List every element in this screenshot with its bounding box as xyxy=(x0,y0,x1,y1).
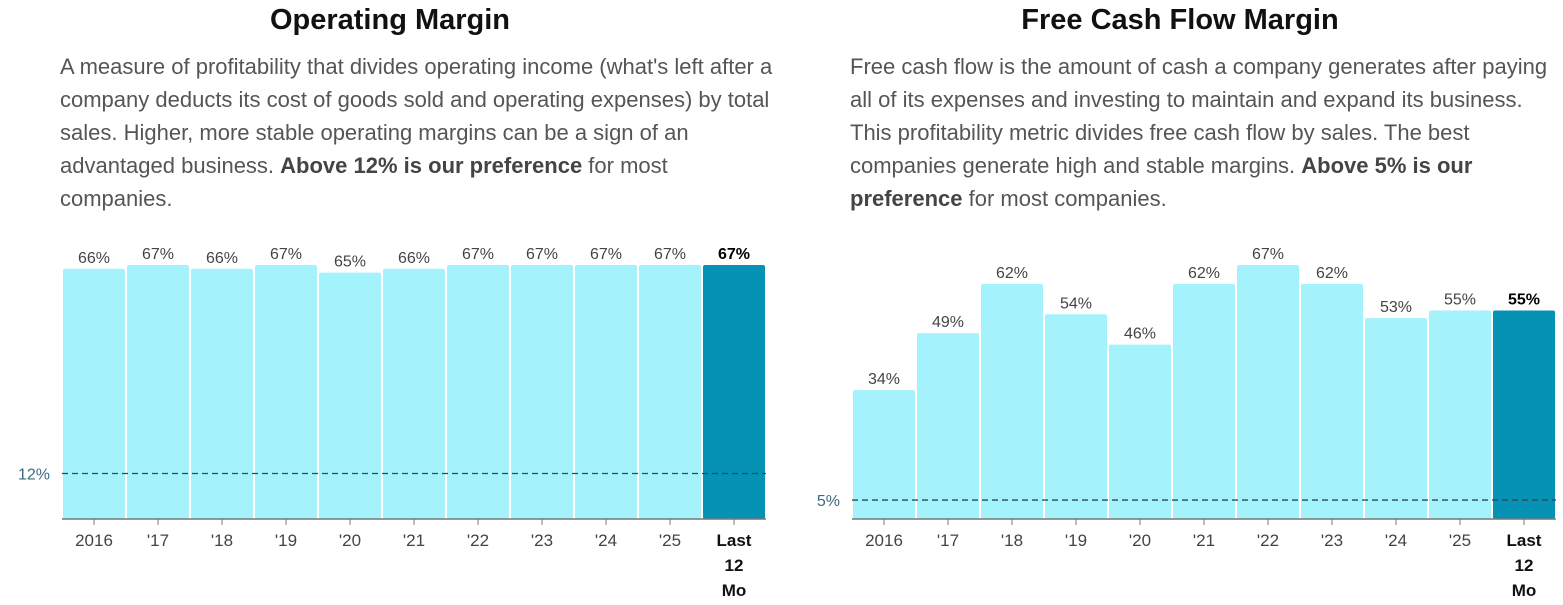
x-tick-label: '24 xyxy=(1385,531,1407,550)
x-tick-label: '25 xyxy=(659,531,681,550)
data-label: 62% xyxy=(1316,265,1348,282)
bar--24 xyxy=(1365,318,1427,519)
data-label: 34% xyxy=(868,371,900,388)
x-tick-label: '19 xyxy=(1065,531,1087,550)
data-label: 67% xyxy=(462,246,494,263)
data-label: 54% xyxy=(1060,295,1092,312)
description-preference: Above 5% is our preference xyxy=(850,153,1473,211)
bar--25 xyxy=(1429,310,1491,519)
data-label: 67% xyxy=(142,246,174,263)
free-cash-flow-margin-panel: Free Cash Flow Margin Free cash flow is … xyxy=(800,0,1560,605)
data-label: 49% xyxy=(932,314,964,331)
preference-label: 12% xyxy=(18,467,50,484)
data-label: 65% xyxy=(334,254,366,271)
x-tick-label: '24 xyxy=(595,531,617,550)
chart-description: Free cash flow is the amount of cash a c… xyxy=(850,50,1563,215)
data-label: 67% xyxy=(590,246,622,263)
description-tail: for most companies. xyxy=(962,186,1167,211)
bar--22 xyxy=(1237,265,1299,519)
bar-last-12-mo xyxy=(703,265,765,519)
bar--21 xyxy=(1173,283,1235,519)
data-label: 67% xyxy=(654,246,686,263)
x-tick-label: Last xyxy=(717,531,752,550)
data-label: 67% xyxy=(526,246,558,263)
free-cash-flow-margin-chart: 34% 2016 49% '17 62% '18 54% '19 46% '20 62% '21 67%… xyxy=(817,246,1556,600)
x-tick-label: '22 xyxy=(467,531,489,550)
bar--17 xyxy=(917,333,979,519)
chart-title: Operating Margin xyxy=(269,4,511,36)
chart-description: A measure of profitability that divides … xyxy=(60,50,775,215)
data-label: 53% xyxy=(1380,299,1412,316)
bar--22 xyxy=(447,265,509,519)
x-tick-label: 12 xyxy=(725,556,744,575)
description-tail: for most companies. xyxy=(60,153,668,211)
x-tick-label: '18 xyxy=(211,531,233,550)
x-tick-label: '22 xyxy=(1257,531,1279,550)
x-tick-label: '17 xyxy=(147,531,169,550)
data-label: 66% xyxy=(398,250,430,267)
bar--20 xyxy=(319,272,381,519)
data-label: 66% xyxy=(206,250,238,267)
description-text: A measure of profitability that divides … xyxy=(60,54,773,178)
data-label: 62% xyxy=(996,265,1028,282)
data-label: 55% xyxy=(1508,291,1540,308)
x-tick-label: '23 xyxy=(1321,531,1343,550)
bar--20 xyxy=(1109,344,1171,519)
operating-margin-chart: 66% 2016 67% '17 66% '18 67% '19 65% '20 66% '21 67%… xyxy=(18,246,766,600)
data-label: 67% xyxy=(270,246,302,263)
description-preference: Above 12% is our preference xyxy=(280,153,583,178)
x-tick-label: '23 xyxy=(531,531,553,550)
bar--18 xyxy=(981,283,1043,519)
x-tick-label: 2016 xyxy=(865,531,903,550)
x-tick-label: '20 xyxy=(1129,531,1151,550)
x-tick-label: '25 xyxy=(1449,531,1471,550)
operating-margin-panel: Operating Margin A measure of profitabil… xyxy=(10,0,772,605)
x-tick-label: Last xyxy=(1507,531,1542,550)
x-tick-label: '21 xyxy=(403,531,425,550)
x-tick-label: '17 xyxy=(937,531,959,550)
bar-2016 xyxy=(63,268,125,519)
data-label: 46% xyxy=(1124,326,1156,343)
chart-title: Free Cash Flow Margin xyxy=(1021,4,1339,36)
x-tick-label: '21 xyxy=(1193,531,1215,550)
bar--19 xyxy=(255,265,317,519)
x-tick-label: '18 xyxy=(1001,531,1023,550)
bar--25 xyxy=(639,265,701,519)
x-tick-label: 2016 xyxy=(75,531,113,550)
bar--18 xyxy=(191,268,253,519)
x-tick-label: Mo xyxy=(722,581,747,600)
bar--17 xyxy=(127,265,189,519)
data-label: 62% xyxy=(1188,265,1220,282)
preference-label: 5% xyxy=(817,493,840,510)
x-tick-label: '20 xyxy=(339,531,361,550)
description-text: Free cash flow is the amount of cash a c… xyxy=(850,54,1548,178)
bar--23 xyxy=(1301,283,1363,519)
data-label: 66% xyxy=(78,250,110,267)
bar--24 xyxy=(575,265,637,519)
bar-last-12-mo xyxy=(1493,310,1555,519)
x-tick-label: Mo xyxy=(1512,581,1537,600)
bar--21 xyxy=(383,268,445,519)
x-tick-label: 12 xyxy=(1515,556,1534,575)
data-label: 55% xyxy=(1444,291,1476,308)
x-tick-label: '19 xyxy=(275,531,297,550)
data-label: 67% xyxy=(718,246,750,263)
bar--19 xyxy=(1045,314,1107,519)
bar--23 xyxy=(511,265,573,519)
data-label: 67% xyxy=(1252,246,1284,263)
bar-2016 xyxy=(853,390,915,519)
